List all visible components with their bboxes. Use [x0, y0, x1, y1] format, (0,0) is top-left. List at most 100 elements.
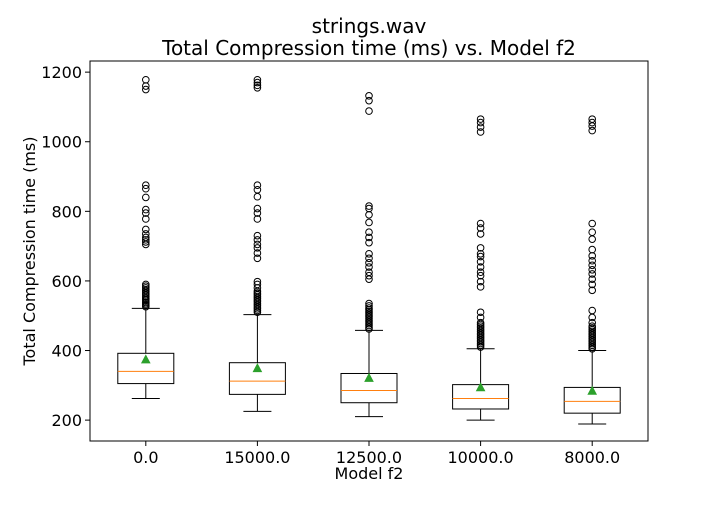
x-tick-label: 15000.0 [224, 448, 290, 467]
outlier-point [476, 115, 485, 123]
outlier-point [365, 218, 373, 227]
outlier-point [476, 123, 485, 131]
y-axis: 200 400 600 800 1000 1200 [41, 63, 90, 430]
outlier-point [253, 231, 262, 240]
y-axis-label: Total Compression time (ms) [20, 137, 39, 367]
outlier-point [142, 233, 150, 242]
y-tick-label: 1000 [41, 133, 82, 152]
outlier-point [253, 280, 262, 289]
outlier-point [142, 209, 150, 217]
outlier-point [588, 126, 597, 135]
outlier-point [588, 115, 597, 123]
outlier-point [253, 240, 262, 249]
outlier-point [476, 277, 485, 286]
outlier-point [588, 280, 597, 289]
box-group-0 [117, 75, 175, 400]
x-tick-label: 12500.0 [336, 448, 402, 467]
outlier-point [253, 81, 262, 90]
outlier-point [476, 318, 485, 327]
outlier-point [588, 245, 597, 254]
outlier-point [142, 238, 150, 246]
outlier-point [476, 128, 485, 136]
outlier-point [588, 118, 597, 127]
outlier-point [142, 85, 150, 94]
mean-marker [252, 363, 263, 373]
outlier-point [588, 228, 597, 237]
outlier-point [476, 230, 485, 238]
outlier-point [365, 304, 373, 312]
outlier-point [253, 236, 262, 244]
outlier-point [253, 75, 262, 84]
outlier-point [253, 277, 262, 286]
chart-title-line2: Total Compression time (ms) vs. Model f2 [161, 36, 576, 60]
outlier-point [253, 249, 262, 257]
outlier-point [253, 83, 262, 92]
outlier-point [476, 257, 485, 266]
mean-marker [140, 354, 151, 364]
box-group-3 [452, 115, 510, 421]
y-tick-label: 1200 [41, 63, 82, 82]
y-tick-label: 200 [51, 411, 82, 430]
outlier-point [142, 181, 150, 190]
y-tick-label: 800 [51, 202, 82, 221]
outlier-point [253, 215, 262, 223]
outlier-point [365, 204, 373, 213]
chart-title-line1: strings.wav [312, 14, 427, 38]
outlier-point [365, 91, 373, 100]
outlier-point [365, 271, 373, 280]
mean-marker [587, 385, 598, 395]
mean-marker [364, 372, 374, 382]
outlier-point [476, 249, 485, 258]
outlier-point [365, 302, 373, 310]
outlier-point [365, 238, 373, 247]
y-tick-label: 600 [51, 272, 82, 291]
outlier-point [365, 254, 373, 263]
x-tick-label: 10000.0 [448, 448, 514, 467]
outlier-point [476, 313, 485, 322]
outlier-point [142, 280, 150, 289]
outlier-point [253, 78, 262, 87]
y-tick-label: 400 [51, 342, 82, 361]
outlier-point [476, 263, 485, 271]
outlier-point [588, 256, 597, 265]
outlier-point [588, 265, 597, 274]
outlier-point [142, 225, 150, 234]
outlier-point [588, 318, 597, 327]
outlier-point [588, 261, 597, 270]
outlier-point [476, 308, 485, 317]
outlier-point [365, 107, 373, 115]
outlier-point [476, 268, 485, 277]
outlier-point [365, 268, 373, 277]
box-group-2 [340, 91, 398, 418]
outlier-point [365, 263, 373, 271]
outlier-point [588, 286, 597, 295]
outlier-point [142, 75, 150, 84]
box-group-1 [228, 75, 286, 412]
x-tick-label: 8000.0 [564, 448, 620, 467]
outlier-point [588, 322, 597, 330]
outlier-point [476, 283, 485, 291]
outlier-point [142, 193, 150, 202]
outlier-point [588, 270, 597, 278]
outlier-point [142, 184, 150, 193]
outlier-point [476, 252, 485, 261]
iqr-box [228, 362, 286, 395]
outlier-point [365, 96, 373, 105]
outlier-point [476, 118, 485, 127]
outlier-point [365, 299, 373, 308]
outlier-point [365, 259, 373, 267]
outlier-point [476, 219, 485, 228]
mean-marker [475, 382, 486, 392]
x-axis-label: Model f2 [335, 464, 404, 483]
outlier-point [253, 181, 262, 190]
outlier-point [142, 236, 150, 244]
outlier-point [588, 219, 597, 228]
outlier-point [253, 244, 262, 252]
x-axis: 0.0 15000.0 12500.0 10000.0 8000.0 [133, 441, 620, 467]
outlier-point [588, 275, 597, 283]
outlier-point [588, 306, 597, 315]
outlier-point [365, 249, 373, 258]
outlier-point [365, 228, 373, 237]
